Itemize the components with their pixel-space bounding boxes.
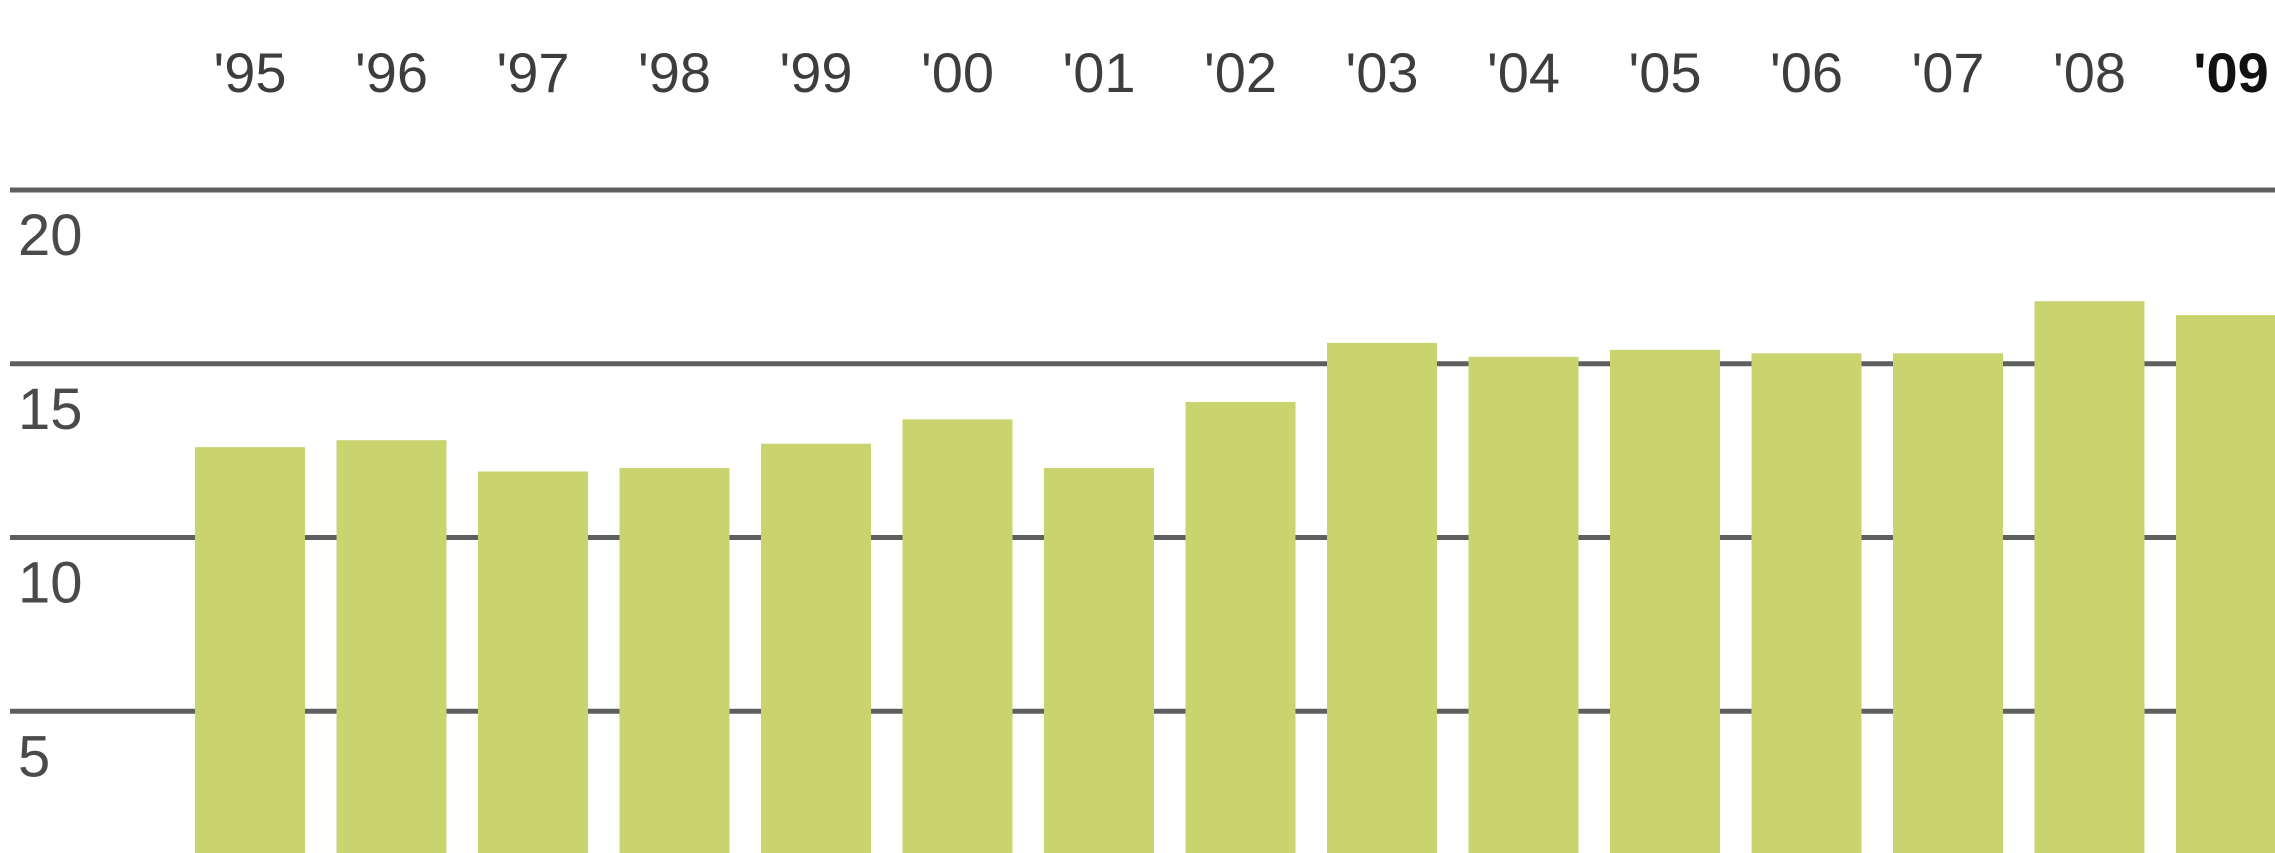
- x-tick-label-96: '96: [355, 41, 428, 104]
- bar-99: [761, 443, 871, 853]
- x-tick-label-02: '02: [1204, 41, 1277, 104]
- x-tick-label-07: '07: [1912, 41, 1985, 104]
- bar-97: [478, 471, 588, 853]
- bar-01: [1044, 468, 1154, 853]
- bar-09: [2176, 315, 2275, 853]
- bar-96: [336, 440, 447, 853]
- x-tick-label-04: '04: [1487, 41, 1560, 104]
- bar-08: [2034, 301, 2145, 853]
- x-tick-label-95: '95: [214, 41, 287, 104]
- y-tick-label-20: 20: [18, 203, 83, 268]
- x-tick-label-03: '03: [1346, 41, 1419, 104]
- x-tick-label-05: '05: [1629, 41, 1702, 104]
- x-tick-label-97: '97: [497, 41, 570, 104]
- x-tick-label-09: '09: [2193, 41, 2269, 104]
- x-tick-label-08: '08: [2053, 41, 2126, 104]
- bar-05: [1610, 349, 1720, 853]
- bar-03: [1327, 342, 1437, 853]
- bar-00: [902, 419, 1013, 853]
- y-tick-label-15: 15: [18, 377, 83, 442]
- bar-06: [1751, 353, 1862, 853]
- bar-98: [619, 468, 730, 853]
- x-tick-label-01: '01: [1063, 41, 1136, 104]
- bar-04: [1468, 356, 1579, 853]
- y-tick-label-5: 5: [18, 724, 50, 789]
- x-tick-label-00: '00: [921, 41, 994, 104]
- bar-95: [195, 447, 305, 853]
- y-tick-label-10: 10: [18, 551, 83, 616]
- bar-07: [1893, 353, 2003, 853]
- x-tick-label-06: '06: [1770, 41, 1843, 104]
- bar-02: [1185, 401, 1296, 853]
- x-tick-label-98: '98: [638, 41, 711, 104]
- x-tick-label-99: '99: [780, 41, 853, 104]
